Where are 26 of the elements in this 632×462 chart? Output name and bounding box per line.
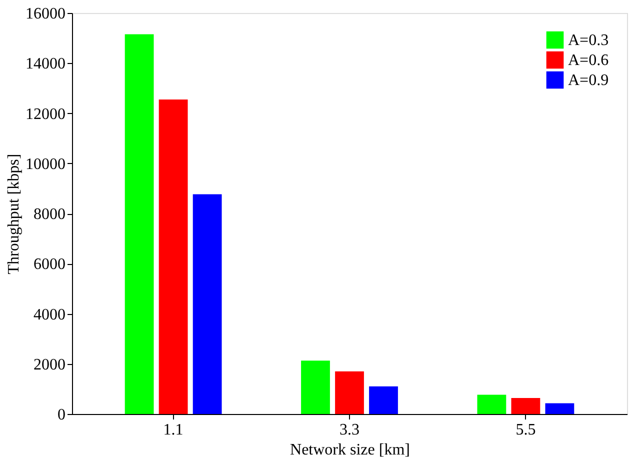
legend-label: A=0.9 bbox=[568, 72, 609, 89]
y-tick-label: 14000 bbox=[26, 56, 66, 73]
bar bbox=[369, 386, 398, 414]
y-tick-label: 6000 bbox=[34, 256, 66, 274]
y-tick-label: 0 bbox=[58, 406, 66, 424]
bar bbox=[545, 403, 574, 414]
y-axis-title: Throughput [kbps] bbox=[6, 154, 22, 274]
y-tick-label: 10000 bbox=[26, 156, 66, 173]
x-axis-title: Network size [km] bbox=[290, 442, 410, 458]
bar bbox=[335, 371, 364, 414]
x-tick-label: 5.5 bbox=[516, 422, 536, 438]
bar bbox=[124, 34, 154, 414]
y-tick-label: 4000 bbox=[34, 306, 66, 324]
bar bbox=[158, 99, 188, 414]
legend-label: A=0.6 bbox=[568, 52, 609, 69]
bar bbox=[301, 360, 330, 414]
bar bbox=[511, 398, 540, 414]
y-tick-label: 12000 bbox=[26, 106, 66, 123]
y-tick-label: 16000 bbox=[26, 6, 66, 22]
y-tick-label: 8000 bbox=[34, 206, 66, 223]
bar bbox=[477, 394, 506, 414]
bar bbox=[192, 194, 222, 414]
x-tick-label: 1.1 bbox=[163, 422, 184, 438]
x-tick-label: 3.3 bbox=[340, 422, 360, 438]
legend-label: A=0.3 bbox=[568, 32, 609, 49]
y-tick-label: 2000 bbox=[34, 356, 66, 374]
